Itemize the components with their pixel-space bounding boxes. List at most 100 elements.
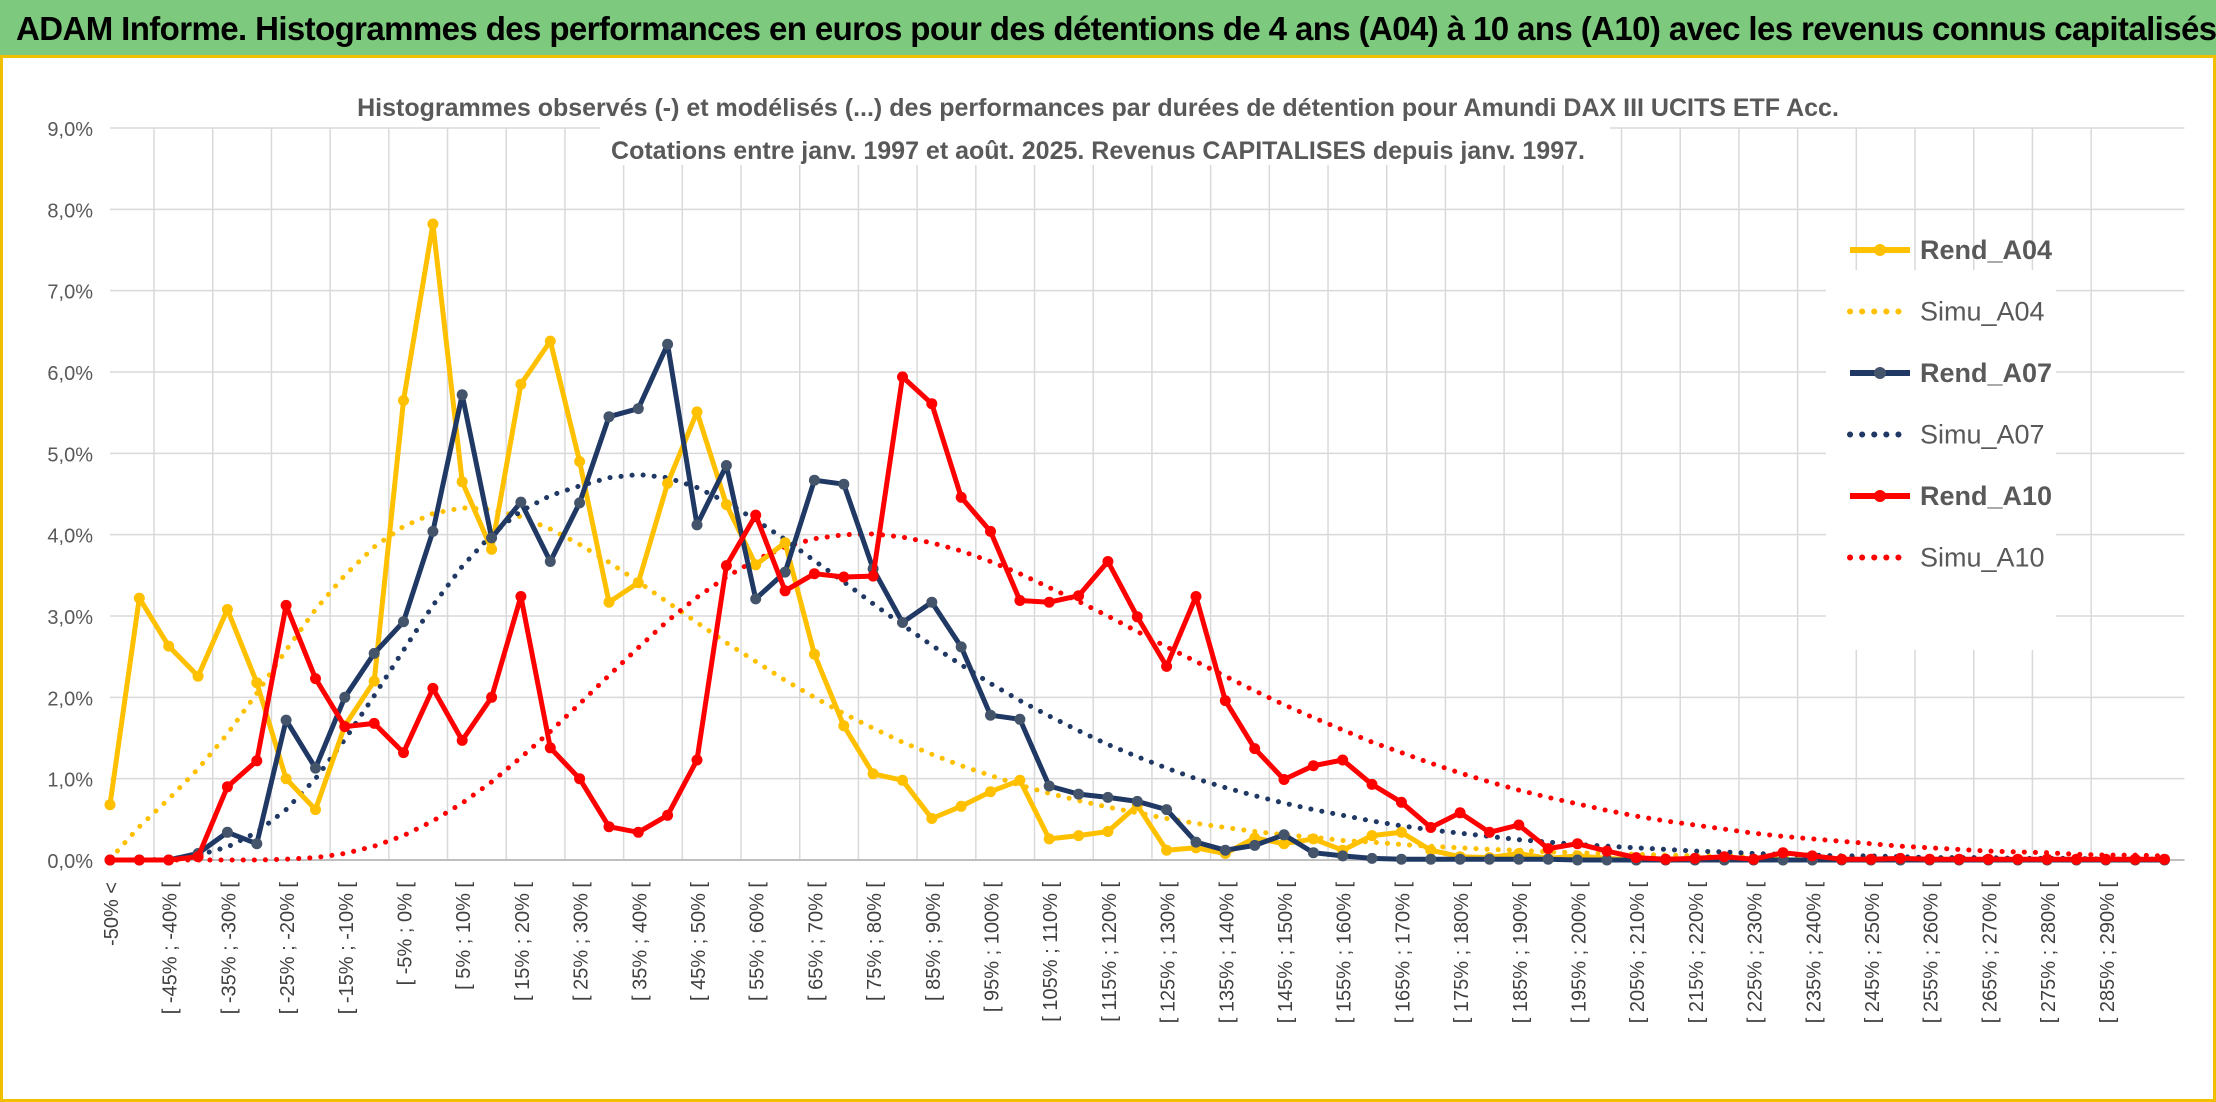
point-rend_a10 xyxy=(779,585,791,597)
point-rend_a10 xyxy=(368,717,380,729)
point-rend_a07 xyxy=(368,647,380,659)
point-rend_a07 xyxy=(1425,853,1437,865)
point-rend_a07 xyxy=(1454,853,1466,865)
point-rend_a10 xyxy=(1601,845,1613,857)
point-rend_a10 xyxy=(632,826,644,838)
point-rend_a10 xyxy=(2100,853,2112,865)
point-rend_a10 xyxy=(1953,853,1965,865)
point-rend_a10 xyxy=(2129,853,2141,865)
x-tick-label: [ 65% ; 70% [ xyxy=(805,882,827,1001)
chart-subtitle: Cotations entre janv. 1997 et août. 2025… xyxy=(611,137,1585,165)
point-rend_a10 xyxy=(1337,754,1349,766)
point-rend_a10 xyxy=(1131,611,1143,623)
point-rend_a04 xyxy=(808,648,820,660)
y-tick-label: 5,0% xyxy=(47,444,93,466)
point-rend_a10 xyxy=(221,781,233,793)
point-rend_a10 xyxy=(1043,596,1055,608)
point-rend_a07 xyxy=(1572,854,1583,866)
point-rend_a04 xyxy=(163,640,175,652)
point-rend_a10 xyxy=(603,821,615,833)
x-tick-label: [ 85% ; 90% [ xyxy=(923,882,945,1001)
point-rend_a04 xyxy=(1102,826,1114,837)
point-rend_a07 xyxy=(1131,795,1143,807)
y-tick-label: 1,0% xyxy=(47,770,93,792)
legend-background xyxy=(1826,270,2056,650)
point-rend_a04 xyxy=(1161,844,1173,856)
chart-titles: Histogrammes observés (-) et modélisés (… xyxy=(350,84,1850,165)
point-rend_a07 xyxy=(808,474,820,486)
point-rend_a04 xyxy=(515,378,527,390)
point-rend_a10 xyxy=(2041,853,2053,865)
point-rend_a10 xyxy=(1982,853,1994,865)
frame-right-border xyxy=(2213,58,2216,1102)
point-rend_a07 xyxy=(339,691,351,703)
point-rend_a07 xyxy=(603,411,615,423)
x-tick-label: [ -35% ; -30% [ xyxy=(218,882,240,1015)
point-rend_a04 xyxy=(1366,830,1378,842)
point-rend_a10 xyxy=(838,571,850,583)
point-rend_a04 xyxy=(456,476,468,488)
point-rend_a10 xyxy=(1102,556,1114,567)
y-tick-label: 3,0% xyxy=(47,607,93,629)
x-tick-label: [ 275% ; 280% [ xyxy=(2038,882,2060,1024)
point-rend_a10 xyxy=(1836,853,1848,865)
point-rend_a04 xyxy=(1395,826,1407,838)
point-rend_a04 xyxy=(662,477,674,489)
point-rend_a04 xyxy=(691,406,703,418)
x-tick-label: [ -25% ; -20% [ xyxy=(277,882,299,1015)
point-rend_a04 xyxy=(251,677,263,689)
point-rend_a10 xyxy=(1748,853,1760,865)
x-tick-label: [ 205% ; 210% [ xyxy=(1627,882,1649,1024)
point-rend_a07 xyxy=(838,478,850,490)
legend-label-rend_a10: Rend_A10 xyxy=(1920,481,2052,511)
x-tick-label: [ 95% ; 100% [ xyxy=(982,882,1004,1013)
point-rend_a10 xyxy=(280,599,292,611)
histogram-chart: 0,0% 1,0% 2,0% 3,0% 4,0% 5,0% 6,0% 7,0% 8,0% 9,0%… xyxy=(47,84,2185,1024)
point-rend_a10 xyxy=(1161,660,1173,672)
point-rend_a10 xyxy=(955,491,967,503)
x-tick-label: [ 75% ; 80% [ xyxy=(864,882,886,1001)
x-tick-labels: -50% < [ -45% ; -40% [[ -35% ; -30% [[ -2… xyxy=(101,882,2119,1024)
point-rend_a10 xyxy=(1630,852,1642,864)
y-tick-label: 2,0% xyxy=(47,688,93,710)
x-tick-label: [ -45% ; -40% [ xyxy=(160,882,182,1015)
point-rend_a04 xyxy=(867,768,879,780)
x-tick-label: [ 135% ; 140% [ xyxy=(1216,882,1238,1024)
point-rend_a04 xyxy=(897,774,908,786)
point-rend_a10 xyxy=(985,525,996,537)
point-rend_a07 xyxy=(1395,853,1407,865)
point-rend_a07 xyxy=(456,389,468,401)
point-rend_a07 xyxy=(1513,853,1525,865)
point-rend_a10 xyxy=(1249,743,1261,755)
point-rend_a07 xyxy=(1043,780,1055,792)
point-rend_a10 xyxy=(1718,851,1730,863)
point-rend_a07 xyxy=(1190,836,1202,848)
point-rend_a07 xyxy=(1219,844,1231,856)
x-tick-label: [ 145% ; 150% [ xyxy=(1275,882,1297,1024)
point-rend_a07 xyxy=(1307,847,1319,859)
point-rend_a04 xyxy=(398,395,409,406)
point-rend_a07 xyxy=(398,616,409,628)
legend-marker-rend_a07 xyxy=(1874,367,1886,379)
series-lines xyxy=(104,218,2170,866)
point-rend_a10 xyxy=(1014,595,1026,606)
x-tick-label: [ 125% ; 130% [ xyxy=(1158,882,1180,1024)
point-rend_a04 xyxy=(1043,833,1055,845)
point-rend_a10 xyxy=(339,721,351,733)
point-rend_a07 xyxy=(544,556,556,567)
point-rend_a07 xyxy=(221,826,233,838)
report-banner: ADAM Informe. Histogrammes des performan… xyxy=(0,0,2216,58)
point-rend_a04 xyxy=(955,800,967,812)
y-tick-label: 0,0% xyxy=(47,851,93,873)
point-rend_a10 xyxy=(398,747,409,759)
point-rend_a04 xyxy=(310,804,321,816)
x-tick-label: [ 255% ; 260% [ xyxy=(1921,882,1943,1024)
point-rend_a10 xyxy=(1395,796,1407,808)
point-rend_a04 xyxy=(720,499,732,511)
point-rend_a04 xyxy=(221,604,233,615)
subtitle-background xyxy=(600,127,1610,165)
y-tick-labels: 0,0% 1,0% 2,0% 3,0% 4,0% 5,0% 6,0% 7,0% 8,0% 9,0% xyxy=(47,119,93,873)
point-rend_a10 xyxy=(1806,850,1818,862)
point-rend_a10 xyxy=(1542,843,1554,855)
point-rend_a10 xyxy=(662,809,674,821)
